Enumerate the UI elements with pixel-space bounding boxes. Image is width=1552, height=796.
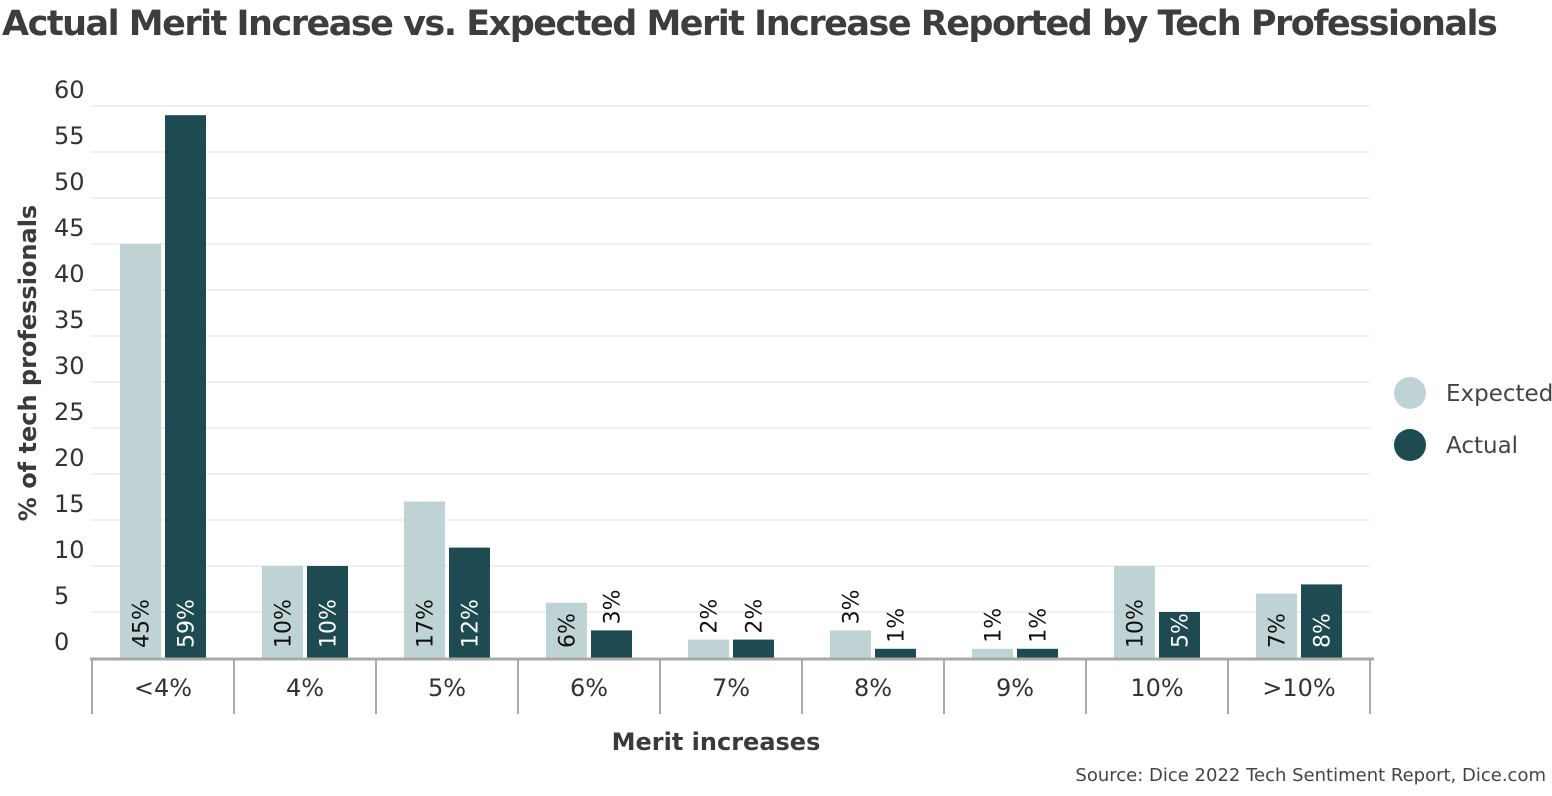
bar-expected [120, 244, 161, 658]
y-tick-label: 60 [54, 76, 85, 104]
y-tick-label: 5 [54, 582, 69, 610]
x-category-label: 8% [854, 674, 892, 702]
bar-value-label: 1% [1027, 608, 1052, 643]
y-tick-label: 25 [54, 398, 85, 426]
bar-value-label: 59% [175, 599, 200, 648]
x-axis-title: Merit increases [612, 728, 821, 756]
legend-label-expected: Expected [1446, 381, 1552, 407]
y-tick-label: 15 [54, 490, 85, 518]
bar-value-label: 10% [317, 599, 342, 648]
x-category-label: 6% [570, 674, 608, 702]
bar-expected [688, 639, 729, 658]
bar-actual [733, 639, 774, 658]
x-category-label: 10% [1130, 674, 1183, 702]
legend: Expected Actual [1394, 377, 1552, 461]
y-tick-label: 20 [54, 444, 85, 472]
bar-actual [1159, 612, 1200, 658]
bar-expected [972, 648, 1013, 658]
bar-expected [262, 566, 303, 658]
y-tick-label: 35 [54, 306, 85, 334]
chart-title: Actual Merit Increase vs. Expected Merit… [2, 4, 1498, 44]
source-note: Source: Dice 2022 Tech Sentiment Report,… [1075, 765, 1546, 786]
y-tick-label: 55 [54, 122, 85, 150]
legend-swatch-expected [1394, 377, 1426, 409]
bar-expected [830, 630, 871, 658]
bar-value-label: 1% [885, 608, 910, 643]
bar-value-label: 17% [414, 599, 439, 648]
y-tick-label: 45 [54, 214, 85, 242]
bar-actual [875, 648, 916, 658]
grid-lines [92, 105, 1370, 613]
bar-actual [449, 547, 490, 658]
y-tick-label: 40 [54, 260, 85, 288]
bar-expected [1256, 593, 1297, 658]
y-tick-label: 30 [54, 352, 85, 380]
bar-expected [546, 602, 587, 658]
bar-value-label: 2% [698, 599, 723, 634]
x-category-label: <4% [134, 674, 192, 702]
y-tick-label: 10 [54, 536, 85, 564]
y-axis-title: % of tech professionals [14, 205, 42, 521]
bar-actual [307, 566, 348, 658]
bar-value-label: 10% [272, 599, 297, 648]
legend-swatch-actual [1394, 429, 1426, 461]
bar-value-label: 6% [556, 613, 581, 648]
legend-label-actual: Actual [1446, 433, 1518, 459]
bar-actual [165, 115, 206, 658]
bars [120, 115, 1342, 658]
bar-actual [1301, 584, 1342, 658]
y-tick-label: 0 [54, 628, 69, 656]
bar-value-label: 3% [601, 589, 626, 624]
bar-value-label: 10% [1124, 599, 1149, 648]
x-category-label: 7% [712, 674, 750, 702]
x-category-label: 4% [286, 674, 324, 702]
x-category-label: >10% [1262, 674, 1335, 702]
bar-value-label: 5% [1169, 613, 1194, 648]
bar-value-label: 12% [459, 599, 484, 648]
bar-expected [404, 501, 445, 658]
y-axis-ticks: 0 5 10 15 20 25 30 35 40 45 50 55 60 [54, 76, 85, 656]
bar-value-label: 45% [130, 599, 155, 648]
bar-expected [1114, 566, 1155, 658]
y-tick-label: 50 [54, 168, 85, 196]
bar-value-label: 2% [743, 599, 768, 634]
x-category-label: 9% [996, 674, 1034, 702]
bar-value-label: 7% [1266, 613, 1291, 648]
bar-value-label: 1% [982, 608, 1007, 643]
bar-labels: 45% 59% 10% 10% 17% 12% 6% 3% 2% 2% 3% 1% 1% 1% 10% 5% 7… [130, 589, 1336, 648]
bar-value-label: 8% [1311, 613, 1336, 648]
bar-actual [591, 630, 632, 658]
x-axis-categories: <4% 4% 5% 6% 7% 8% 9% 10% >10% [91, 660, 1371, 714]
bar-actual [1017, 648, 1058, 658]
bar-value-label: 3% [840, 589, 865, 624]
x-category-label: 5% [428, 674, 466, 702]
